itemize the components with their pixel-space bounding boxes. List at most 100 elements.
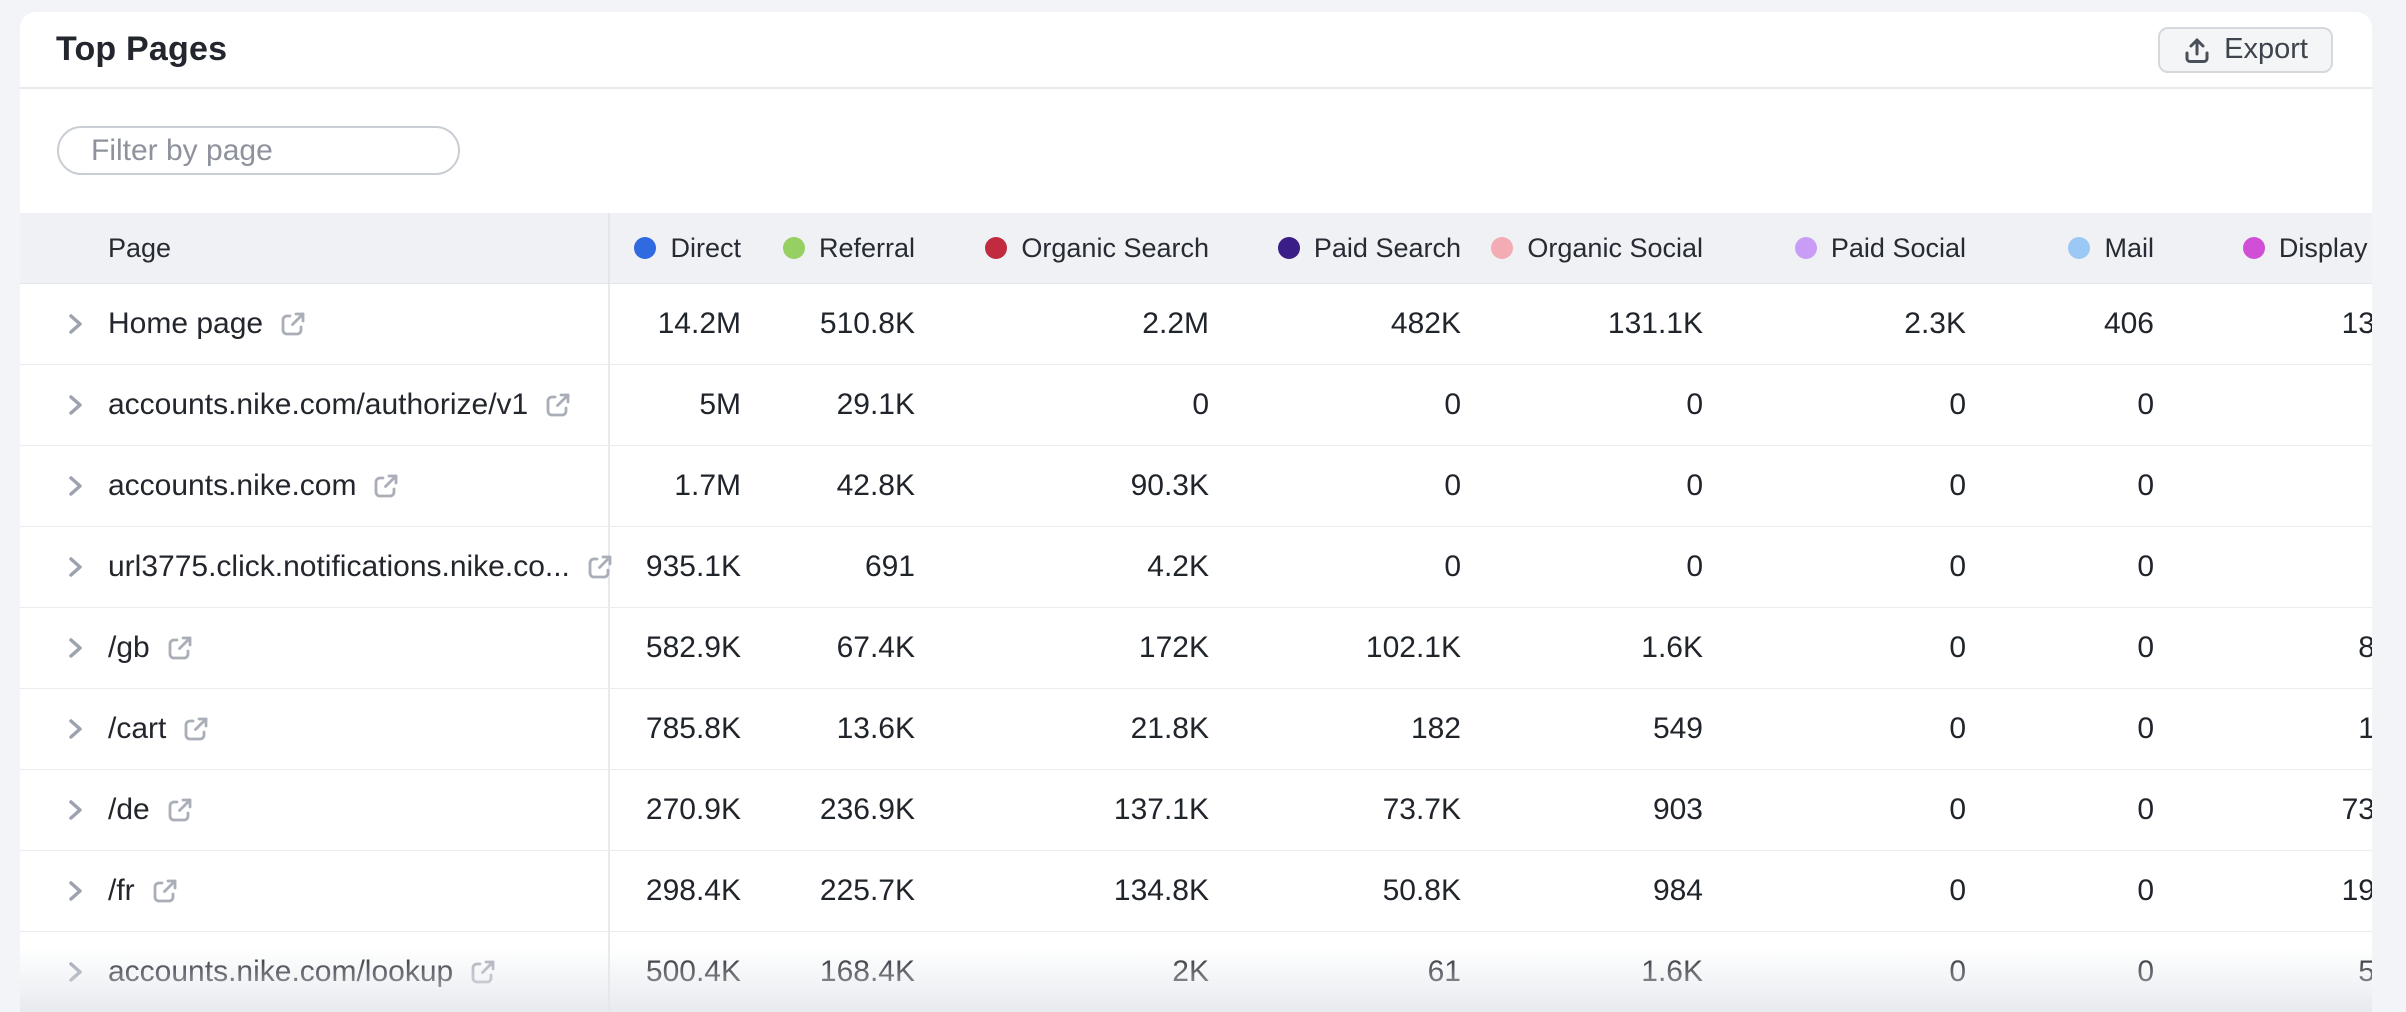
organic-social-value-cell: 0 xyxy=(1686,388,1703,421)
column-header-label: Direct xyxy=(670,232,741,263)
page-cell: /de xyxy=(20,770,610,850)
paid-search-value-cell: 61 xyxy=(1427,955,1461,988)
column-header-organic-search[interactable]: Organic Search xyxy=(915,213,1209,283)
table-body: Home page 14.2M 510.8K 2.2M 482K 131.1K 2.3K 40… xyxy=(20,284,2372,1012)
referral-value-cell: 13.6K xyxy=(836,712,915,745)
display-ads-value-cell: 13.1K xyxy=(2341,307,2372,340)
expand-chevron-icon[interactable] xyxy=(66,877,86,905)
organic-search-value-cell: 134.8K xyxy=(1113,874,1209,907)
display-ads-value-cell: 19.3K xyxy=(2341,874,2372,907)
paid-social-value-cell: 0 xyxy=(1949,793,1966,826)
display-ads-value-cell: 1.4K xyxy=(2358,712,2372,745)
page-cell: accounts.nike.com/authorize/v1 xyxy=(20,365,610,445)
mail-color-dot xyxy=(2068,237,2091,259)
expand-chevron-icon[interactable] xyxy=(66,715,86,743)
organic-search-value-cell: 21.8K xyxy=(1130,712,1209,745)
top-pages-panel: Top Pages Export Page Direct Referral Orga… xyxy=(20,12,2372,1012)
expand-chevron-icon[interactable] xyxy=(66,472,86,500)
external-link-icon[interactable] xyxy=(278,309,308,339)
display-ads-value-cell: 0 xyxy=(2154,527,2372,607)
expand-chevron-icon[interactable] xyxy=(66,796,86,824)
page-cell: /gb xyxy=(20,608,610,688)
organic-social-value-cell: 0 xyxy=(1686,550,1703,583)
paid-search-value-cell: 0 xyxy=(1444,388,1461,421)
organic-search-color-dot xyxy=(985,237,1008,259)
column-header-organic-social[interactable]: Organic Social xyxy=(1461,213,1703,283)
organic-social-value-cell: 0 xyxy=(1686,469,1703,502)
column-header-paid-search[interactable]: Paid Search xyxy=(1209,213,1461,283)
expand-chevron-icon[interactable] xyxy=(66,553,86,581)
expand-chevron-icon[interactable] xyxy=(66,958,86,986)
export-button-label: Export xyxy=(2224,33,2308,65)
column-header-mail[interactable]: Mail xyxy=(1966,213,2154,283)
direct-value-cell: 270.9K xyxy=(645,793,741,826)
filter-row xyxy=(57,126,2372,175)
direct-value-cell: 1.7M xyxy=(674,469,741,502)
organic-social-value-cell: 549 xyxy=(1652,712,1703,745)
external-link-icon[interactable] xyxy=(468,957,498,987)
expand-chevron-icon[interactable] xyxy=(66,391,86,419)
paid-social-value-cell: 0 xyxy=(1949,550,1966,583)
organic-social-value-cell: 984 xyxy=(1652,874,1703,907)
referral-value-cell: 42.8K xyxy=(836,469,915,502)
organic-search-value-cell: 4.2K xyxy=(1147,550,1209,583)
external-link-icon[interactable] xyxy=(150,876,180,906)
external-link-icon[interactable] xyxy=(371,471,401,501)
page-name: url3775.click.notifications.nike.co... xyxy=(108,550,570,583)
table-row: Home page 14.2M 510.8K 2.2M 482K 131.1K 2.3K 40… xyxy=(20,284,2372,365)
direct-value-cell: 785.8K xyxy=(645,712,741,745)
organic-search-value-cell: 137.1K xyxy=(1113,793,1209,826)
column-header-label: Paid Social xyxy=(1830,232,1966,263)
external-link-icon[interactable] xyxy=(543,390,573,420)
referral-value-cell: 691 xyxy=(864,550,915,583)
filter-input[interactable] xyxy=(91,133,477,168)
mail-value-cell: 0 xyxy=(2137,388,2154,421)
table-row: url3775.click.notifications.nike.co... 93… xyxy=(20,527,2372,608)
organic-search-value-cell: 0 xyxy=(1192,388,1209,421)
mail-value-cell: 0 xyxy=(2137,469,2154,502)
mail-value-cell: 0 xyxy=(2137,712,2154,745)
column-header-display-ads[interactable]: Display Ads xyxy=(2154,213,2372,283)
paid-search-value-cell: 482K xyxy=(1390,307,1461,340)
external-link-icon[interactable] xyxy=(181,714,211,744)
organic-search-value-cell: 2.2M xyxy=(1142,307,1209,340)
paid-search-value-cell: 0 xyxy=(1444,469,1461,502)
paid-search-value-cell: 73.7K xyxy=(1382,793,1461,826)
mail-value-cell: 406 xyxy=(2103,307,2154,340)
column-header-label: Organic Social xyxy=(1527,232,1703,263)
top-pages-table: Page Direct Referral Organic Search Paid Se… xyxy=(20,213,2372,1012)
table-row: /cart 785.8K 13.6K 21.8K 182 549 0 0 1.4K xyxy=(20,689,2372,770)
external-link-icon[interactable] xyxy=(165,795,195,825)
column-header-direct[interactable]: Direct xyxy=(610,213,741,283)
expand-chevron-icon[interactable] xyxy=(66,634,86,662)
direct-value-cell: 500.4K xyxy=(645,955,741,988)
paid-social-value-cell: 0 xyxy=(1949,388,1966,421)
export-button[interactable]: Export xyxy=(2158,26,2333,73)
referral-value-cell: 510.8K xyxy=(819,307,915,340)
column-header-page[interactable]: Page xyxy=(20,213,610,283)
paid-social-value-cell: 0 xyxy=(1949,712,1966,745)
column-header-referral[interactable]: Referral xyxy=(741,213,915,283)
paid-social-value-cell: 0 xyxy=(1949,874,1966,907)
page-name: accounts.nike.com/authorize/v1 xyxy=(108,388,529,421)
external-link-icon[interactable] xyxy=(585,552,615,582)
page-name: accounts.nike.com xyxy=(108,469,357,502)
referral-value-cell: 168.4K xyxy=(819,955,915,988)
table-row: /gb 582.9K 67.4K 172K 102.1K 1.6K 0 0 8.6K xyxy=(20,608,2372,689)
page-cell: accounts.nike.com xyxy=(20,446,610,526)
direct-value-cell: 14.2M xyxy=(657,307,741,340)
organic-search-value-cell: 2K xyxy=(1172,955,1209,988)
display-ads-value-cell: 0 xyxy=(2154,365,2372,445)
table-row: accounts.nike.com/lookup 500.4K 168.4K 2K 61… xyxy=(20,932,2372,1012)
mail-value-cell: 0 xyxy=(2137,631,2154,664)
paid-search-value-cell: 102.1K xyxy=(1365,631,1461,664)
column-header-label: Paid Search xyxy=(1313,232,1461,263)
column-header-paid-social[interactable]: Paid Social xyxy=(1703,213,1966,283)
table-row: /fr 298.4K 225.7K 134.8K 50.8K 984 0 0 19.3K xyxy=(20,851,2372,932)
display-ads-value-cell: 8.6K xyxy=(2358,631,2372,664)
direct-value-cell: 298.4K xyxy=(645,874,741,907)
external-link-icon[interactable] xyxy=(165,633,195,663)
mail-value-cell: 0 xyxy=(2137,874,2154,907)
expand-chevron-icon[interactable] xyxy=(66,310,86,338)
